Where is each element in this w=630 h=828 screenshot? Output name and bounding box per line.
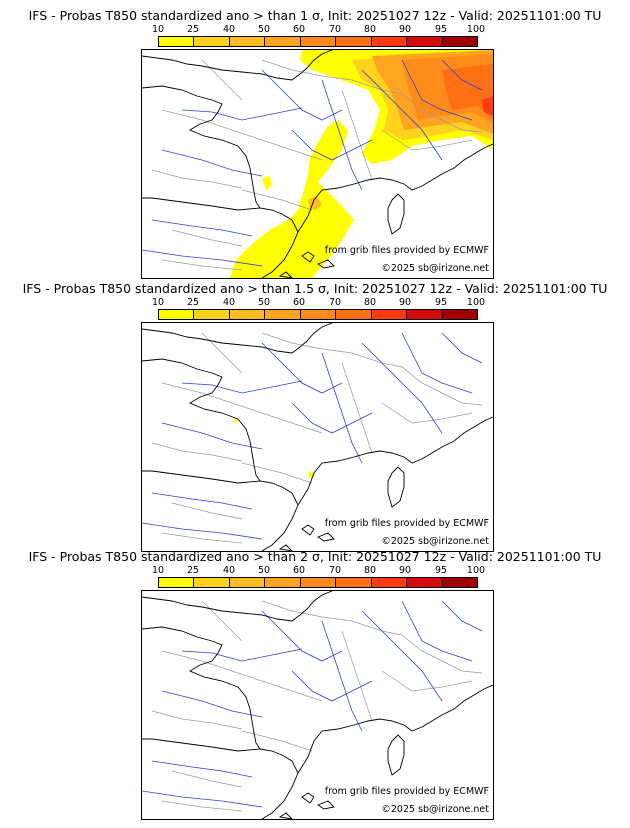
colorbar-tick: 60 [292,24,306,35]
colorbar-swatch [265,578,301,587]
colorbar-tick: 95 [434,565,448,576]
colorbar-tick: 10 [151,24,165,35]
colorbar-swatch [407,37,443,46]
probability-area [262,176,272,190]
map-line [142,323,493,551]
colorbar-tick: 90 [398,24,412,35]
map-line [142,332,483,540]
colorbar-swatch [265,310,301,319]
credit-copyright: ©2025 sb@irizone.net [381,804,489,815]
colorbar-swatch [194,310,230,319]
probability-area [234,418,238,423]
map-line [142,59,483,267]
colorbar-swatch [159,37,195,46]
colorbar [158,36,478,47]
colorbar-tick: 10 [151,565,165,576]
colorbar [158,309,478,320]
colorbar-tick: 50 [257,24,271,35]
probability-area [230,120,354,278]
colorbar-tick: 80 [363,297,377,308]
colorbar-tick: 70 [328,297,342,308]
credit-source: from grib files provided by ECMWF [324,786,489,797]
colorbar-tick: 95 [434,297,448,308]
colorbar-tick: 60 [292,565,306,576]
map-frame: from grib files provided by ECMWF ©2025 … [141,590,494,820]
panel-title: IFS - Probas T850 standardized ano > tha… [28,549,602,564]
colorbar-tick: 50 [257,297,271,308]
map-canvas [142,323,493,551]
colorbar-tick: 70 [328,565,342,576]
colorbar-swatch [229,578,266,587]
panel-title: IFS - Probas T850 standardized ano > tha… [22,281,608,296]
colorbar-swatch [407,310,443,319]
panel-title: IFS - Probas T850 standardized ano > tha… [28,8,602,23]
colorbar [158,577,478,588]
colorbar-tick: 25 [186,297,200,308]
colorbar-swatch [300,37,337,46]
probability-area [482,96,493,116]
map-line [151,600,483,812]
colorbar-swatch [159,578,195,587]
colorbar-swatch [371,578,408,587]
colorbar-tick: 10 [151,297,165,308]
colorbar-labels: 10 25 40 50 60 70 80 90 95 100 [0,297,630,309]
map-line [142,600,483,808]
colorbar-swatch [371,37,408,46]
colorbar-swatch [371,310,408,319]
colorbar-swatch [300,310,337,319]
colorbar-swatch [336,37,372,46]
colorbar-swatch [194,37,230,46]
colorbar-tick: 90 [398,297,412,308]
map-frame: from grib files provided by ECMWF ©2025 … [141,322,494,552]
map-panel-2: IFS - Probas T850 standardized ano > tha… [0,281,630,552]
colorbar-swatch [442,37,477,46]
colorbar-labels: 10 25 40 50 60 70 80 90 95 100 [0,565,630,577]
colorbar-swatch [336,578,372,587]
colorbar-tick: 90 [398,565,412,576]
probability-area [442,64,493,120]
colorbar-tick: 40 [222,297,236,308]
colorbar-swatch [265,37,301,46]
map-panel-3: IFS - Probas T850 standardized ano > tha… [0,549,630,820]
credit-copyright: ©2025 sb@irizone.net [381,536,489,547]
colorbar-tick: 25 [186,24,200,35]
colorbar-tick: 70 [328,24,342,35]
map-line [142,50,493,278]
colorbar-tick: 80 [363,565,377,576]
colorbar-tick: 25 [186,565,200,576]
colorbar-tick: 60 [292,297,306,308]
map-line [151,59,483,271]
map-canvas [142,591,493,819]
colorbar-swatch [194,578,230,587]
credit-copyright: ©2025 sb@irizone.net [381,263,489,274]
credit-source: from grib files provided by ECMWF [324,518,489,529]
colorbar-tick: 100 [466,297,486,308]
map-line [151,332,483,544]
colorbar-swatch [300,578,337,587]
credit-source: from grib files provided by ECMWF [324,245,489,256]
colorbar-tick: 100 [466,24,486,35]
map-panel-1: IFS - Probas T850 standardized ano > tha… [0,8,630,279]
colorbar-swatch [407,578,443,587]
colorbar-swatch [229,310,266,319]
colorbar-tick: 80 [363,24,377,35]
colorbar-tick: 95 [434,24,448,35]
colorbar-swatch [159,310,195,319]
colorbar-labels: 10 25 40 50 60 70 80 90 95 100 [0,24,630,36]
colorbar-tick: 100 [466,565,486,576]
colorbar-swatch [442,578,477,587]
colorbar-swatch [336,310,372,319]
colorbar-tick: 40 [222,565,236,576]
colorbar-swatch [229,37,266,46]
colorbar-tick: 50 [257,565,271,576]
map-line [142,591,493,819]
colorbar-tick: 40 [222,24,236,35]
map-frame: from grib files provided by ECMWF ©2025 … [141,49,494,279]
colorbar-swatch [442,310,477,319]
map-canvas [142,50,493,278]
